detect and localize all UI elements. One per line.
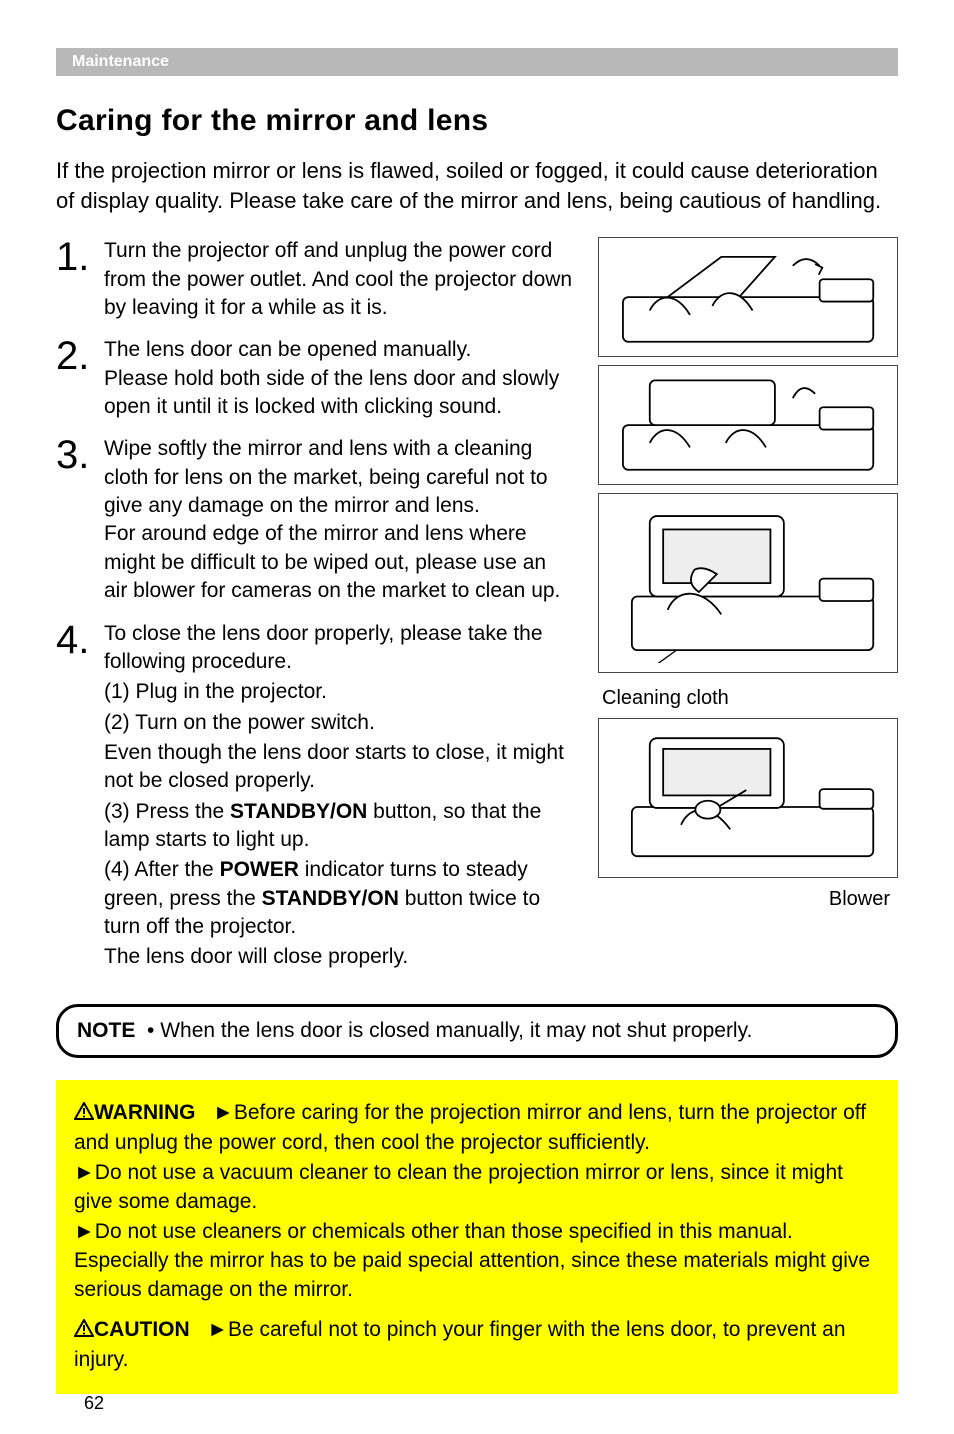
step-4-sub-1: (1) Plug in the projector. — [104, 678, 574, 706]
step-num: 4. — [56, 620, 92, 972]
warning-line-3: ►Do not use cleaners or chemicals other … — [74, 1217, 880, 1305]
warning-item-3: Do not use cleaners or chemicals other t… — [74, 1220, 870, 1302]
note-prefix: NOTE — [77, 1019, 135, 1042]
note-box: NOTE • When the lens door is closed manu… — [56, 1004, 898, 1058]
intro-text: If the projection mirror or lens is flaw… — [56, 156, 898, 215]
caution-label: CAUTION — [94, 1318, 190, 1341]
section-bar-label: Maintenance — [72, 53, 169, 70]
illustration-cleaning-cloth — [598, 493, 898, 673]
step-body: The lens door can be opened manually.Ple… — [104, 336, 574, 421]
step-4-sub-3: Even though the lens door starts to clos… — [104, 739, 574, 796]
warning-line-2: ►Do not use a vacuum cleaner to clean th… — [74, 1158, 880, 1217]
step-4-lead: To close the lens door properly, please … — [104, 622, 543, 673]
page-title: Caring for the mirror and lens — [56, 104, 898, 138]
step-4: 4. To close the lens door properly, plea… — [56, 620, 574, 972]
warning-label: WARNING — [94, 1101, 196, 1124]
arrow-icon: ► — [74, 1217, 95, 1246]
projector-icon — [614, 244, 882, 350]
section-bar: Maintenance — [56, 48, 898, 76]
step-2: 2. The lens door can be opened manually.… — [56, 336, 574, 421]
caution-line: CAUTION ►Be careful not to pinch your fi… — [74, 1315, 880, 1375]
warning-triangle-icon — [74, 1099, 94, 1128]
step-body: Wipe softly the mirror and lens with a c… — [104, 435, 574, 605]
caution-triangle-icon — [74, 1316, 94, 1345]
projector-blower-icon — [614, 727, 882, 869]
caution-text: Be careful not to pinch your finger with… — [74, 1318, 846, 1371]
projector-icon — [614, 372, 882, 478]
illustration-column: Cleaning cloth Blower — [598, 237, 898, 985]
warning-line-1: WARNING ►Before caring for the projectio… — [74, 1098, 880, 1158]
warning-box: WARNING ►Before caring for the projectio… — [56, 1080, 898, 1395]
warning-item-2: Do not use a vacuum cleaner to clean the… — [74, 1161, 843, 1213]
illustration-open-door-2 — [598, 365, 898, 485]
steps-list: 1. Turn the projector off and unplug the… — [56, 237, 574, 985]
step-4-sub-4: (3) Press the STANDBY/ON button, so that… — [104, 798, 574, 855]
step-4-sub-6: The lens door will close properly. — [104, 943, 574, 971]
step-4-sub-5: (4) After the POWER indicator turns to s… — [104, 856, 574, 941]
step-num: 1. — [56, 237, 92, 322]
step-4-sub-2: (2) Turn on the power switch. — [104, 709, 574, 737]
step-3: 3. Wipe softly the mirror and lens with … — [56, 435, 574, 605]
illustration-open-door-1 — [598, 237, 898, 357]
label-cleaning-cloth: Cleaning cloth — [602, 687, 729, 710]
projector-cloth-icon — [614, 503, 882, 663]
label-blower: Blower — [829, 888, 890, 911]
arrow-icon: ► — [207, 1315, 228, 1344]
note-text: • When the lens door is closed manually,… — [147, 1019, 752, 1042]
step-num: 3. — [56, 435, 92, 605]
illustration-blower — [598, 718, 898, 878]
page-number: 62 — [84, 1393, 104, 1414]
arrow-icon: ► — [74, 1158, 95, 1187]
step-num: 2. — [56, 336, 92, 421]
arrow-icon: ► — [213, 1098, 234, 1127]
step-body: To close the lens door properly, please … — [104, 620, 574, 972]
step-body: Turn the projector off and unplug the po… — [104, 237, 574, 322]
step-1: 1. Turn the projector off and unplug the… — [56, 237, 574, 322]
